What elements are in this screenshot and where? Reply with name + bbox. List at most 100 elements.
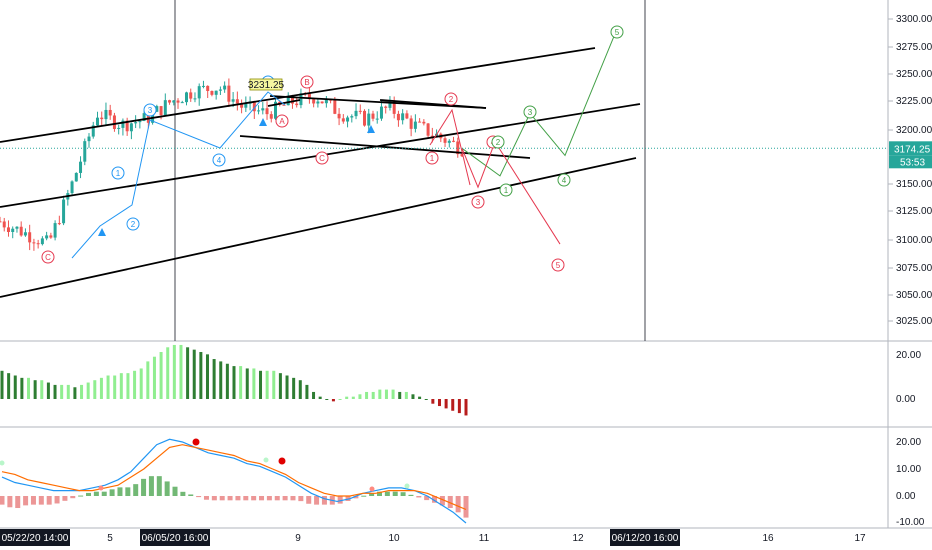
time-highlight-box-3 <box>610 529 680 546</box>
wave-blue-1[interactable]: 1 <box>111 166 125 180</box>
candle-body <box>379 106 383 119</box>
macd-histogram-bar <box>251 496 257 501</box>
macd-pane[interactable] <box>0 438 469 524</box>
wave-blue-3[interactable]: 3 <box>143 103 157 117</box>
wave-label: 3 <box>528 108 533 117</box>
wave-label: 2 <box>449 95 454 104</box>
histogram-bar <box>378 389 382 399</box>
candle-body <box>57 223 61 225</box>
macd-histogram-bar <box>424 496 430 501</box>
candle-body <box>108 109 112 116</box>
wave-blue-4[interactable]: 4 <box>212 153 226 167</box>
candle-body <box>23 232 27 236</box>
candle-body <box>447 140 451 143</box>
histogram-bar <box>404 391 408 399</box>
wave-green-4[interactable]: 4 <box>557 173 571 187</box>
histogram-bar <box>139 368 143 399</box>
wave-green-1[interactable]: 1 <box>499 183 513 197</box>
histogram-bar <box>146 361 150 399</box>
wave-label: 3 <box>148 106 153 115</box>
wave-red-2[interactable]: 2 <box>444 92 458 106</box>
candle-body <box>396 113 400 121</box>
wave-green-3[interactable]: 3 <box>523 105 537 119</box>
candle-body <box>168 100 172 103</box>
candle-body <box>70 181 74 194</box>
histogram-bar <box>457 399 461 414</box>
wave-red-B[interactable]: B <box>300 75 314 89</box>
wave-circle <box>499 183 513 197</box>
candle-body <box>388 100 392 108</box>
price-pane[interactable]: 12345ABCC12345123453231.25 <box>0 25 888 298</box>
histogram-bar <box>418 396 422 399</box>
wave-red-C[interactable]: C <box>41 250 55 264</box>
macd-histogram-bar <box>188 494 194 496</box>
histogram-bar <box>431 399 435 404</box>
histogram-bar <box>0 370 4 399</box>
candle-body <box>413 121 417 129</box>
wave-red-C-2[interactable]: C <box>315 151 329 165</box>
candle-body <box>79 161 83 173</box>
macd-histogram-bar <box>274 496 280 501</box>
wave-red-5[interactable]: 5 <box>551 258 565 272</box>
wave-circle <box>551 258 565 272</box>
time-tick-label: 12 <box>572 533 584 544</box>
candle-body <box>456 141 460 155</box>
candle-body <box>290 96 294 104</box>
wave-red-A[interactable]: A <box>275 114 289 128</box>
macd-tick-label: -10.00 <box>896 517 925 528</box>
candle-body <box>218 89 222 91</box>
wave-circle <box>143 103 157 117</box>
histogram-bar <box>384 389 388 399</box>
blue-marker-1 <box>98 228 106 236</box>
wave-red-1[interactable]: 1 <box>425 151 439 165</box>
wave-blue-2[interactable]: 2 <box>126 217 140 231</box>
macd-histogram-bar <box>235 496 241 501</box>
candle-body <box>261 108 265 111</box>
candle-body <box>392 100 396 114</box>
histogram-bar <box>464 399 468 416</box>
candle-body <box>227 85 231 102</box>
macd-histogram-bar <box>439 496 445 506</box>
price-callout[interactable]: 3231.25 <box>248 78 285 91</box>
histogram-bar <box>33 380 37 399</box>
candle-body <box>125 120 129 132</box>
macd-histogram-bar <box>203 496 209 500</box>
histogram-pane[interactable] <box>0 344 468 416</box>
macd-histogram-bar <box>54 496 60 504</box>
price-tick-label: 3125.00 <box>896 206 932 217</box>
candle-body <box>299 93 303 106</box>
macd-histogram-bar <box>164 481 170 496</box>
candle-body <box>172 100 176 103</box>
wave-circle <box>471 195 485 209</box>
candle-body <box>28 232 32 243</box>
wave-green-5[interactable]: 5 <box>610 25 624 39</box>
histogram-bar <box>186 347 190 399</box>
macd-histogram-bar <box>117 487 123 496</box>
candle-body <box>257 110 261 112</box>
candle-body <box>197 86 201 99</box>
histogram-bar <box>66 384 70 399</box>
macd-cross-dot-2 <box>278 457 286 465</box>
candle-body <box>350 116 354 118</box>
candle-body <box>307 93 311 100</box>
macd-histogram-bar <box>219 496 225 501</box>
time-tick-label: 5 <box>107 533 113 544</box>
macd-histogram-bar <box>211 496 217 501</box>
wave-label: 3 <box>476 198 481 207</box>
axes[interactable]: 3300.003275.003250.003225.003200.003150.… <box>0 14 932 546</box>
wave-red-3[interactable]: 3 <box>471 195 485 209</box>
trend-line-4 <box>239 135 531 159</box>
candle-body <box>358 110 362 112</box>
histogram-bar <box>365 391 369 399</box>
macd-histogram-bar <box>345 496 351 501</box>
wave-circle <box>444 92 458 106</box>
histogram-bar <box>245 368 249 399</box>
wave-green-2[interactable]: 2 <box>491 135 505 149</box>
wave-circle <box>425 151 439 165</box>
candle-body <box>163 100 167 116</box>
macd-histogram-bar <box>306 496 312 504</box>
candle-body <box>363 110 367 126</box>
candle-body <box>244 103 248 108</box>
